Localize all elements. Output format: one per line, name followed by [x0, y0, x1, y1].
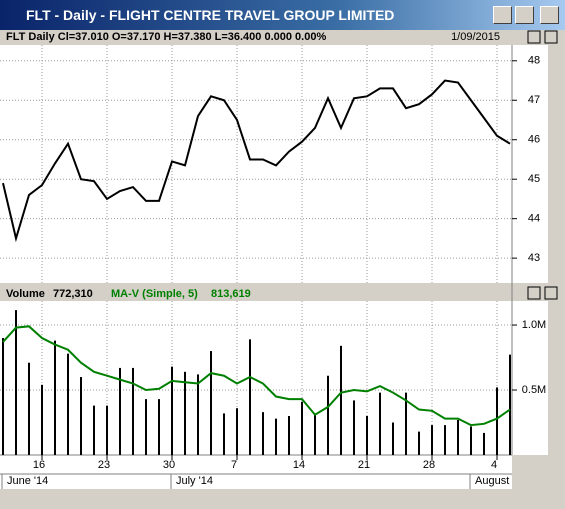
- window-title: FLT - Daily - FLIGHT CENTRE TRAVEL GROUP…: [26, 7, 395, 23]
- date-label: 1/09/2015: [451, 31, 500, 43]
- ma-line: [2, 325, 511, 427]
- y-tick-label: 45: [528, 173, 540, 185]
- price-line: [2, 79, 511, 243]
- ma-latest: 813,619: [211, 288, 251, 300]
- month-label: August: [475, 475, 509, 487]
- month-label: July '14: [176, 475, 213, 487]
- y-tick-label: 43: [528, 252, 540, 264]
- scrollbar: [0, 490, 512, 509]
- month-label: June '14: [7, 475, 48, 487]
- volume-name: Volume: [6, 288, 45, 300]
- maximize-button[interactable]: [515, 6, 534, 24]
- x-tick-label: 23: [98, 459, 110, 471]
- title-bar: FLT - Daily - FLIGHT CENTRE TRAVEL GROUP…: [0, 0, 565, 30]
- y-tick-label: 47: [528, 94, 540, 106]
- minimize-button[interactable]: [493, 6, 512, 24]
- panel-button[interactable]: [544, 30, 558, 44]
- x-tick-label: 7: [231, 459, 237, 471]
- corner: [512, 455, 565, 509]
- x-tick-label: 28: [423, 459, 435, 471]
- y-tick-label: 48: [528, 55, 540, 67]
- x-tick-label: 4: [491, 459, 497, 471]
- ma-name: MA-V (Simple, 5): [111, 288, 198, 300]
- panel-button[interactable]: [527, 30, 541, 44]
- price-header: FLT Daily Cl=37.010 O=37.170 H=37.380 L=…: [6, 31, 326, 43]
- x-tick-label: 14: [293, 459, 305, 471]
- x-tick-label: 30: [163, 459, 175, 471]
- y-tick-label: 44: [528, 213, 540, 225]
- panel-button[interactable]: [527, 286, 541, 300]
- volume-latest: 772,310: [53, 288, 93, 300]
- x-tick-label: 21: [358, 459, 370, 471]
- close-button[interactable]: [540, 6, 559, 24]
- panel-button[interactable]: [544, 286, 558, 300]
- y-tick-label: 46: [528, 134, 540, 146]
- y-tick-label: 0.5M: [522, 384, 546, 396]
- x-tick-label: 16: [33, 459, 45, 471]
- y-tick-label: 1.0M: [522, 319, 546, 331]
